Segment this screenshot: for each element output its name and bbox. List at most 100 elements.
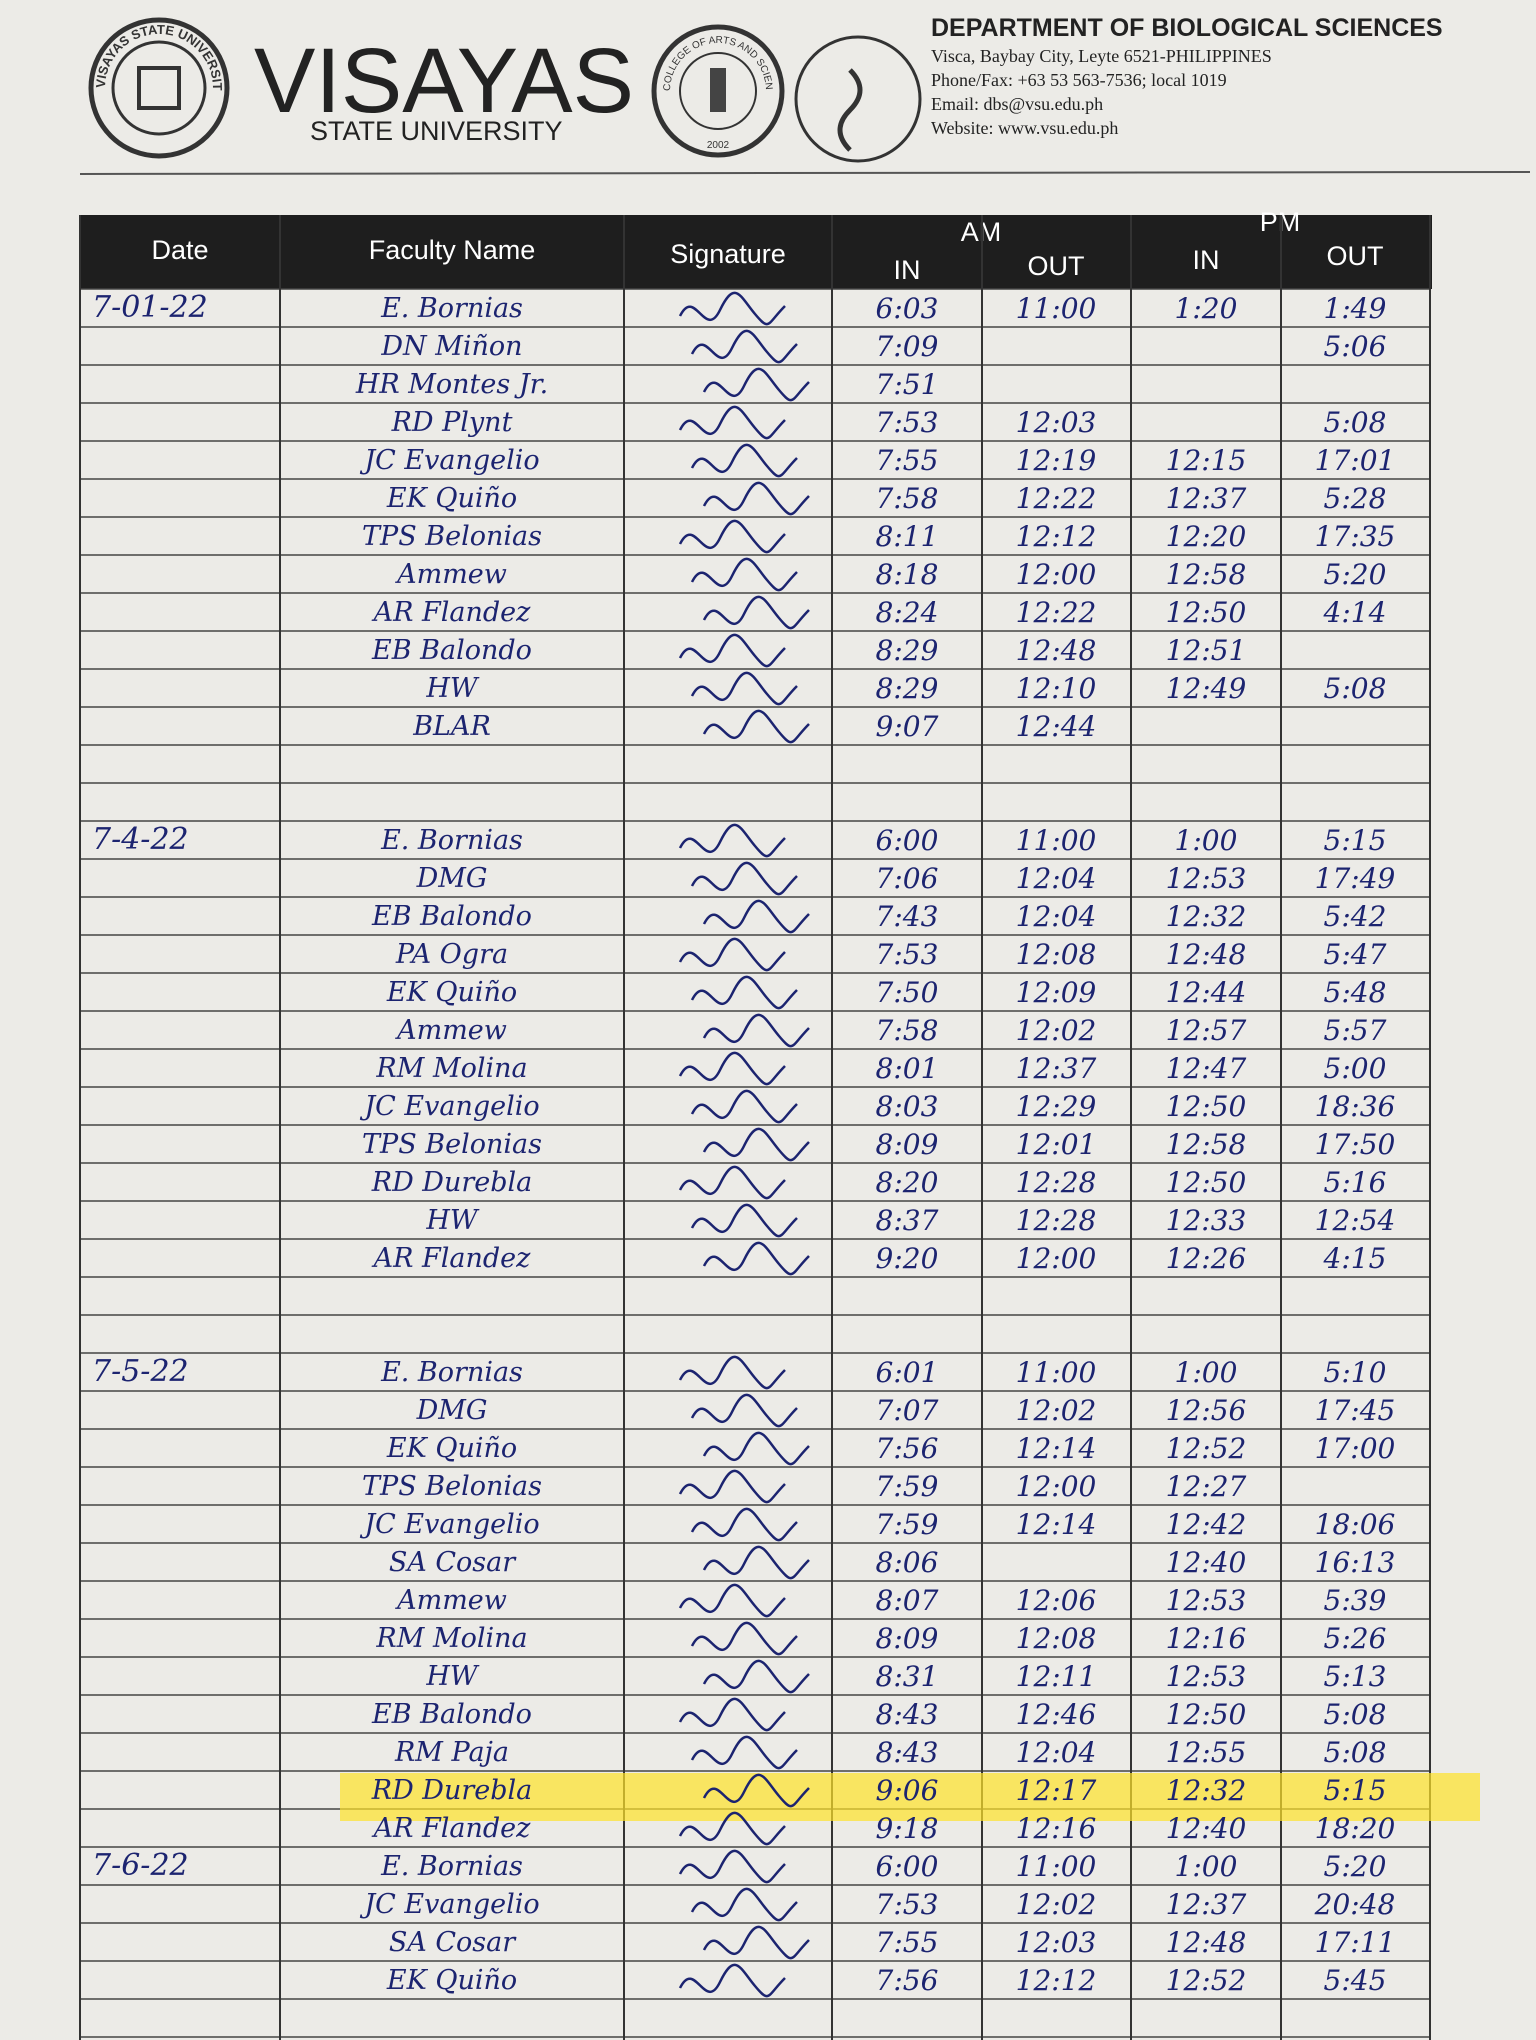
faculty-name: HR Montes Jr. <box>355 369 548 400</box>
table-body: 7-01-22 E. Bornias 6:03 11:00 1:20 1:49 DN Miñ… <box>92 290 1480 1998</box>
time-am-out: 12:22 <box>1016 596 1097 629</box>
time-am-out: 12:02 <box>1016 1888 1097 1921</box>
signature <box>702 1773 810 1808</box>
seal-left-emblem <box>137 66 181 110</box>
time-pm-out: 17:01 <box>1315 444 1396 477</box>
signature <box>690 1507 798 1542</box>
time-am-in: 7:55 <box>876 444 939 477</box>
time-am-in: 7:07 <box>876 1394 939 1427</box>
faculty-name: E. Bornias <box>380 293 523 324</box>
seal-mid-pillar <box>710 68 726 112</box>
time-am-out: 12:01 <box>1016 1128 1097 1161</box>
highlight <box>340 1773 1480 1821</box>
signature <box>690 329 798 364</box>
time-am-in: 8:37 <box>876 1204 939 1237</box>
seal-left-text-path: VISAYAS STATE UNIVERSITY <box>0 0 225 91</box>
faculty-name: DMG <box>416 1395 488 1426</box>
time-am-in: 8:06 <box>876 1546 939 1579</box>
time-am-in: 7:43 <box>876 900 939 933</box>
faculty-name: Ammew <box>394 559 507 590</box>
time-pm-out: 5:08 <box>1324 406 1387 439</box>
time-pm-out: 17:49 <box>1315 862 1396 895</box>
seal-left <box>88 17 230 159</box>
col-signature: Signature <box>670 239 786 269</box>
time-pm-in: 12:44 <box>1166 976 1247 1009</box>
time-pm-out: 5:47 <box>1324 938 1387 971</box>
time-am-in: 6:00 <box>876 1850 939 1883</box>
time-am-out: 12:10 <box>1016 672 1097 705</box>
seal-mid <box>651 24 785 158</box>
time-pm-in: 12:52 <box>1166 1432 1247 1465</box>
time-am-in: 6:00 <box>876 824 939 857</box>
time-pm-in: 12:16 <box>1166 1622 1247 1655</box>
time-pm-in: 12:40 <box>1166 1546 1247 1579</box>
faculty-name: RD Plynt <box>391 407 513 438</box>
time-am-in: 7:58 <box>876 482 939 515</box>
col-name: Faculty Name <box>369 235 536 265</box>
dept-logo-mark <box>837 68 863 152</box>
time-pm-in: 12:50 <box>1166 1090 1247 1123</box>
time-pm-out: 5:13 <box>1324 1660 1387 1693</box>
time-am-in: 7:56 <box>876 1432 939 1465</box>
time-am-out: 12:17 <box>1016 1774 1097 1807</box>
signature <box>702 1013 810 1048</box>
dept-logo <box>794 35 922 163</box>
signature <box>702 1925 810 1960</box>
time-am-out: 12:14 <box>1016 1508 1097 1541</box>
time-am-in: 8:09 <box>876 1128 939 1161</box>
time-pm-in: 1:00 <box>1175 1850 1238 1883</box>
time-am-in: 8:29 <box>876 672 939 705</box>
time-pm-out: 4:14 <box>1323 596 1387 629</box>
time-pm-out: 17:45 <box>1315 1394 1396 1427</box>
time-am-in: 7:59 <box>876 1470 939 1503</box>
faculty-name: E. Bornias <box>380 1851 523 1882</box>
col-am-in: IN <box>894 255 921 285</box>
time-pm-in: 12:15 <box>1166 444 1247 477</box>
time-am-in: 7:55 <box>876 1926 939 1959</box>
faculty-name: Ammew <box>394 1015 507 1046</box>
signature <box>702 1241 810 1276</box>
faculty-name: HW <box>425 1205 480 1236</box>
time-am-out: 12:44 <box>1016 710 1097 743</box>
faculty-name: DN Miñon <box>380 331 522 362</box>
faculty-name: BLAR <box>412 711 491 742</box>
faculty-name: EK Quiño <box>386 1965 517 1996</box>
date: 7-5-22 <box>92 1354 189 1389</box>
time-pm-in: 12:57 <box>1166 1014 1247 1047</box>
faculty-name: RD Durebla <box>371 1775 533 1806</box>
time-pm-out: 5:16 <box>1324 1166 1387 1199</box>
signature <box>678 1963 786 1998</box>
signature <box>690 557 798 592</box>
signature <box>702 709 810 744</box>
time-am-out: 12:09 <box>1016 976 1097 1009</box>
faculty-name: TPS Belonias <box>362 1471 542 1502</box>
time-pm-out: 5:26 <box>1324 1622 1387 1655</box>
time-am-in: 7:09 <box>876 330 939 363</box>
faculty-name: RM Molina <box>375 1623 527 1654</box>
faculty-name: EK Quiño <box>386 483 517 514</box>
time-pm-out: 5:28 <box>1324 482 1387 515</box>
time-am-in: 7:56 <box>876 1964 939 1997</box>
time-pm-in: 12:58 <box>1166 558 1247 591</box>
time-am-out: 12:04 <box>1016 1736 1097 1769</box>
faculty-name: TPS Belonias <box>362 1129 542 1160</box>
time-am-out: 12:19 <box>1016 444 1097 477</box>
time-pm-out: 1:49 <box>1324 292 1387 325</box>
faculty-name: HW <box>425 1661 480 1692</box>
signature <box>702 1659 810 1694</box>
time-am-in: 8:07 <box>876 1584 939 1617</box>
time-pm-in: 12:37 <box>1166 1888 1247 1921</box>
signature <box>702 367 810 402</box>
time-pm-out: 5:15 <box>1324 824 1387 857</box>
faculty-name: JC Evangelio <box>359 1091 539 1122</box>
university-subtitle: STATE UNIVERSITY <box>310 116 563 146</box>
time-pm-in: 12:53 <box>1166 1660 1247 1693</box>
time-pm-out: 5:57 <box>1324 1014 1387 1047</box>
faculty-name: SA Cosar <box>389 1927 517 1958</box>
time-am-in: 9:06 <box>876 1774 939 1807</box>
time-am-in: 8:20 <box>876 1166 939 1199</box>
time-am-in: 8:31 <box>876 1660 939 1693</box>
faculty-name: JC Evangelio <box>359 445 539 476</box>
time-am-in: 8:09 <box>876 1622 939 1655</box>
time-am-out: 11:00 <box>1016 1356 1097 1389</box>
